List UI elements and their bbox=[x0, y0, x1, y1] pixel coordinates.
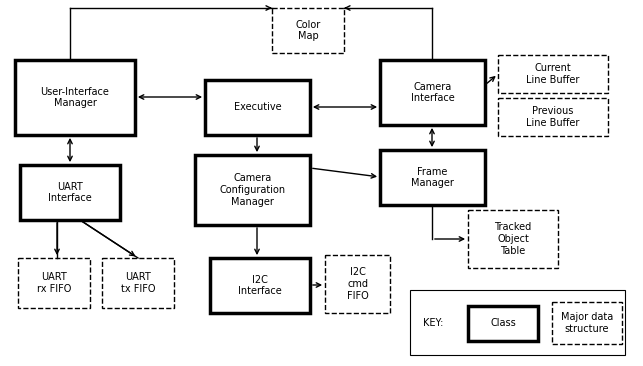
Text: Major data
structure: Major data structure bbox=[561, 312, 613, 334]
Text: Color
Map: Color Map bbox=[295, 20, 321, 41]
Bar bbox=[468, 306, 538, 341]
Text: User-Interface
Manager: User-Interface Manager bbox=[41, 87, 109, 108]
Bar bbox=[498, 55, 608, 93]
Text: Frame
Manager: Frame Manager bbox=[411, 167, 454, 188]
Bar bbox=[15, 60, 135, 135]
Bar bbox=[18, 258, 90, 308]
Text: I2C
Interface: I2C Interface bbox=[238, 275, 282, 296]
Text: Previous
Line Buffer: Previous Line Buffer bbox=[527, 106, 580, 128]
Text: Tracked
Object
Table: Tracked Object Table bbox=[494, 223, 532, 255]
Bar bbox=[468, 210, 558, 268]
Bar bbox=[102, 258, 174, 308]
Bar bbox=[380, 150, 485, 205]
Text: Executive: Executive bbox=[233, 102, 282, 112]
Bar bbox=[380, 60, 485, 125]
Text: Current
Line Buffer: Current Line Buffer bbox=[527, 63, 580, 85]
Bar bbox=[20, 165, 120, 220]
Text: UART
rx FIFO: UART rx FIFO bbox=[37, 272, 71, 294]
Bar bbox=[195, 155, 310, 225]
Text: Class: Class bbox=[490, 318, 516, 329]
Bar bbox=[552, 302, 622, 344]
Text: UART
Interface: UART Interface bbox=[48, 182, 92, 203]
Text: KEY:: KEY: bbox=[423, 318, 444, 328]
Bar bbox=[325, 255, 390, 313]
Bar bbox=[410, 290, 625, 355]
Text: Camera
Interface: Camera Interface bbox=[411, 82, 455, 103]
Bar bbox=[272, 8, 344, 53]
Text: UART
tx FIFO: UART tx FIFO bbox=[121, 272, 155, 294]
Text: I2C
cmd
FIFO: I2C cmd FIFO bbox=[347, 268, 368, 300]
Bar bbox=[205, 80, 310, 135]
Text: Camera
Configuration
Manager: Camera Configuration Manager bbox=[219, 173, 285, 206]
Bar bbox=[498, 98, 608, 136]
Bar bbox=[210, 258, 310, 313]
